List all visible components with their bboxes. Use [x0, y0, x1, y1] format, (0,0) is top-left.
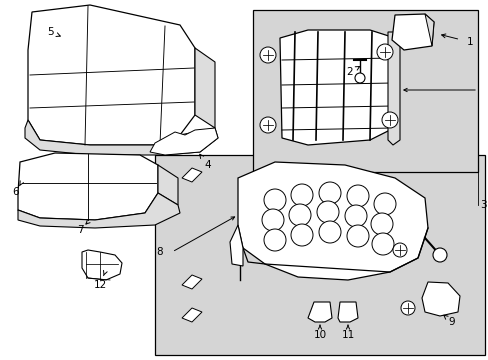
Circle shape	[400, 301, 414, 315]
Circle shape	[262, 209, 284, 231]
Polygon shape	[229, 225, 243, 266]
Polygon shape	[18, 193, 180, 228]
Text: 7: 7	[77, 225, 83, 235]
Bar	[252, 10, 477, 172]
Circle shape	[373, 193, 395, 215]
Circle shape	[354, 73, 364, 83]
Text: 11: 11	[341, 330, 354, 340]
Circle shape	[432, 248, 446, 262]
Circle shape	[370, 213, 392, 235]
Polygon shape	[25, 120, 218, 155]
Text: 12: 12	[93, 280, 106, 290]
Circle shape	[264, 189, 285, 211]
Circle shape	[381, 112, 397, 128]
Text: 6: 6	[13, 187, 19, 197]
Polygon shape	[82, 250, 122, 280]
Text: 8: 8	[156, 247, 163, 257]
Polygon shape	[391, 14, 433, 50]
Polygon shape	[182, 168, 202, 182]
Polygon shape	[18, 153, 158, 220]
Text: 3: 3	[479, 200, 486, 210]
Circle shape	[260, 117, 275, 133]
Text: 5: 5	[46, 27, 53, 37]
Circle shape	[346, 225, 368, 247]
Circle shape	[371, 233, 393, 255]
Polygon shape	[307, 302, 331, 322]
Circle shape	[316, 201, 338, 223]
Polygon shape	[182, 275, 202, 289]
Circle shape	[376, 44, 392, 60]
Circle shape	[290, 184, 312, 206]
Circle shape	[346, 185, 368, 207]
Polygon shape	[195, 48, 215, 128]
Circle shape	[345, 205, 366, 227]
Polygon shape	[28, 5, 195, 145]
Polygon shape	[387, 32, 399, 145]
Polygon shape	[150, 128, 218, 155]
Circle shape	[260, 47, 275, 63]
Polygon shape	[337, 302, 357, 322]
Text: 2: 2	[346, 67, 353, 77]
Polygon shape	[158, 165, 178, 205]
Text: 1: 1	[466, 37, 472, 47]
Polygon shape	[280, 30, 394, 145]
Circle shape	[392, 243, 406, 257]
Polygon shape	[238, 162, 427, 280]
Circle shape	[318, 221, 340, 243]
Polygon shape	[421, 282, 459, 316]
Circle shape	[288, 204, 310, 226]
Circle shape	[290, 224, 312, 246]
Circle shape	[264, 229, 285, 251]
Polygon shape	[424, 14, 433, 46]
Circle shape	[318, 182, 340, 204]
Polygon shape	[182, 308, 202, 322]
Text: 4: 4	[204, 160, 211, 170]
Text: 9: 9	[448, 317, 454, 327]
Bar	[155, 155, 484, 355]
Text: 10: 10	[313, 330, 326, 340]
